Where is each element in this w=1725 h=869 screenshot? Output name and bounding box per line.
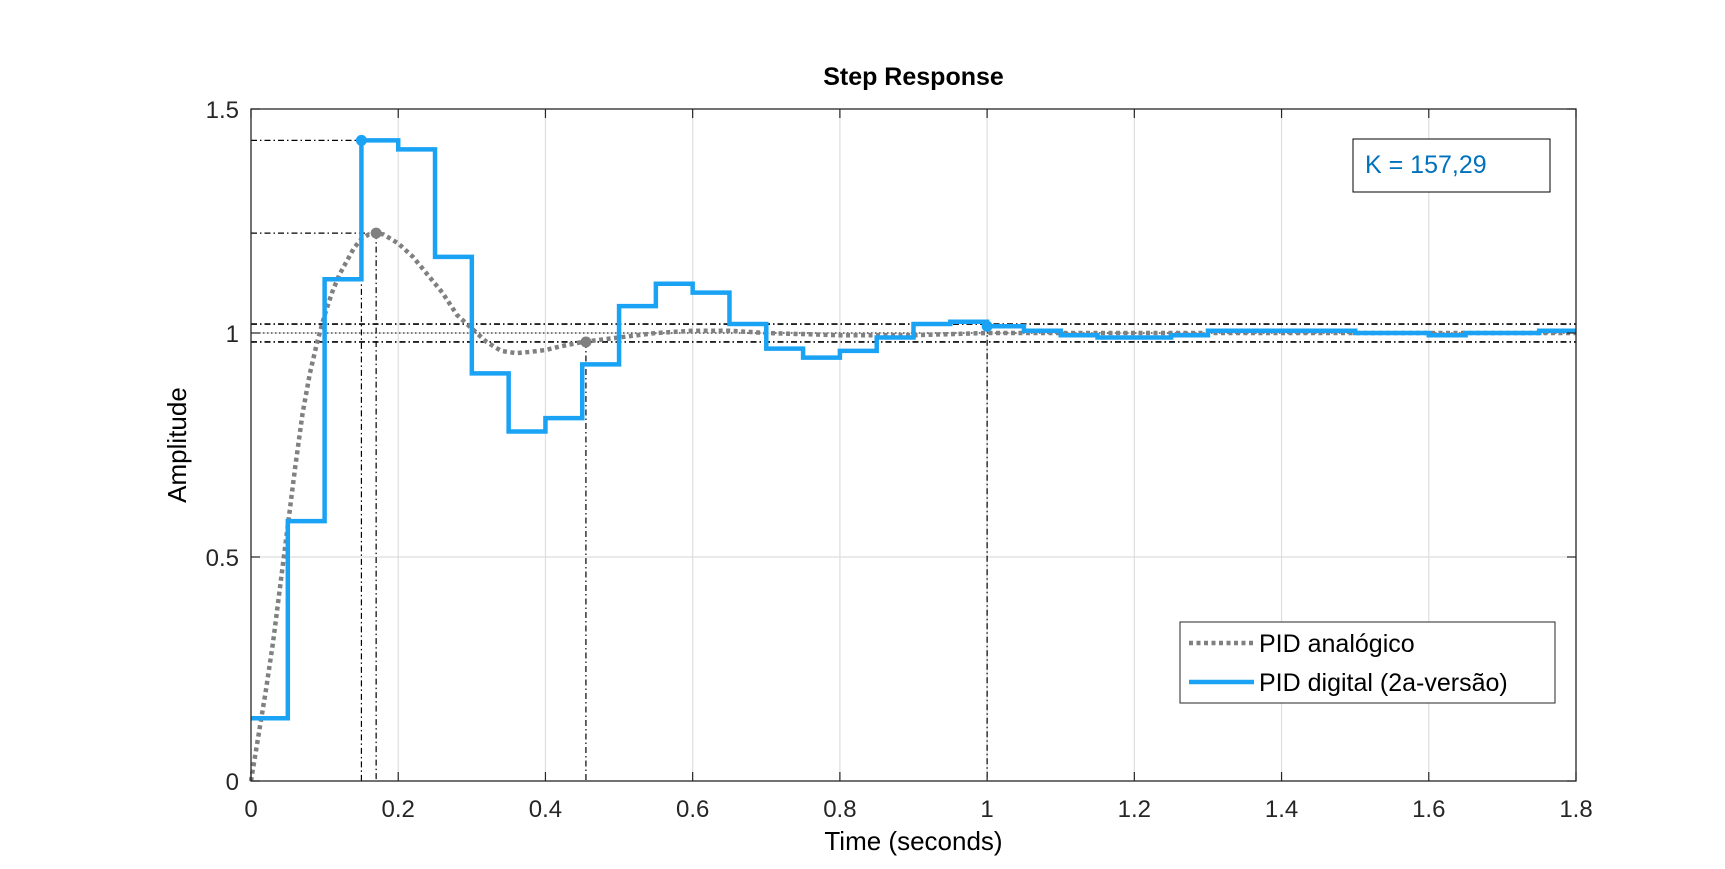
x-tick-label: 1 (980, 796, 993, 823)
y-tick-label: 0 (226, 769, 239, 796)
x-axis-label: Time (seconds) (824, 826, 1002, 856)
y-tick-labels: 0 0.5 1 1.5 (206, 97, 239, 796)
characteristic-markers (355, 134, 993, 348)
axis-ticks (250, 108, 1577, 782)
x-tick-label: 0 (244, 796, 257, 823)
series-group (248, 138, 1576, 782)
x-tick-label: 0.8 (823, 796, 856, 823)
x-tick-labels: 0 0.2 0.4 0.6 0.8 1 1.2 1.4 1.6 1.8 (244, 796, 1592, 823)
series-line-digital (251, 138, 1576, 721)
gain-annotation[interactable]: K = 157,29 (1352, 138, 1551, 193)
series-line-analog (248, 230, 1576, 782)
x-tick-label: 1.8 (1559, 796, 1592, 823)
x-tick-label: 1.6 (1412, 796, 1445, 823)
y-tick-label: 1 (226, 321, 239, 348)
legend-entry-analog: PID analógico (1259, 630, 1415, 658)
gain-annotation-text: K = 157,29 (1365, 151, 1487, 179)
chart-title: Step Response (823, 63, 1004, 91)
y-tick-label: 0.5 (206, 545, 239, 572)
legend-entry-digital: PID digital (2a-versão) (1259, 669, 1508, 697)
x-tick-label: 0.2 (382, 796, 415, 823)
x-tick-label: 0.6 (676, 796, 709, 823)
legend-box (1179, 621, 1556, 704)
axes-frame (250, 108, 1577, 782)
digital-settling-marker (981, 320, 993, 332)
x-tick-label: 1.2 (1118, 796, 1151, 823)
x-tick-label: 0.4 (529, 796, 562, 823)
y-tick-label: 1.5 (206, 97, 239, 124)
analog-settling-marker (580, 336, 592, 348)
y-axis-label: Amplitude (162, 387, 192, 503)
legend[interactable]: PID analógico PID digital (2a-versão) (1179, 621, 1556, 704)
analog-peak-marker (370, 227, 382, 239)
x-tick-label: 1.4 (1265, 796, 1298, 823)
digital-peak-marker (355, 134, 367, 146)
gain-annotation-box (1352, 138, 1551, 193)
